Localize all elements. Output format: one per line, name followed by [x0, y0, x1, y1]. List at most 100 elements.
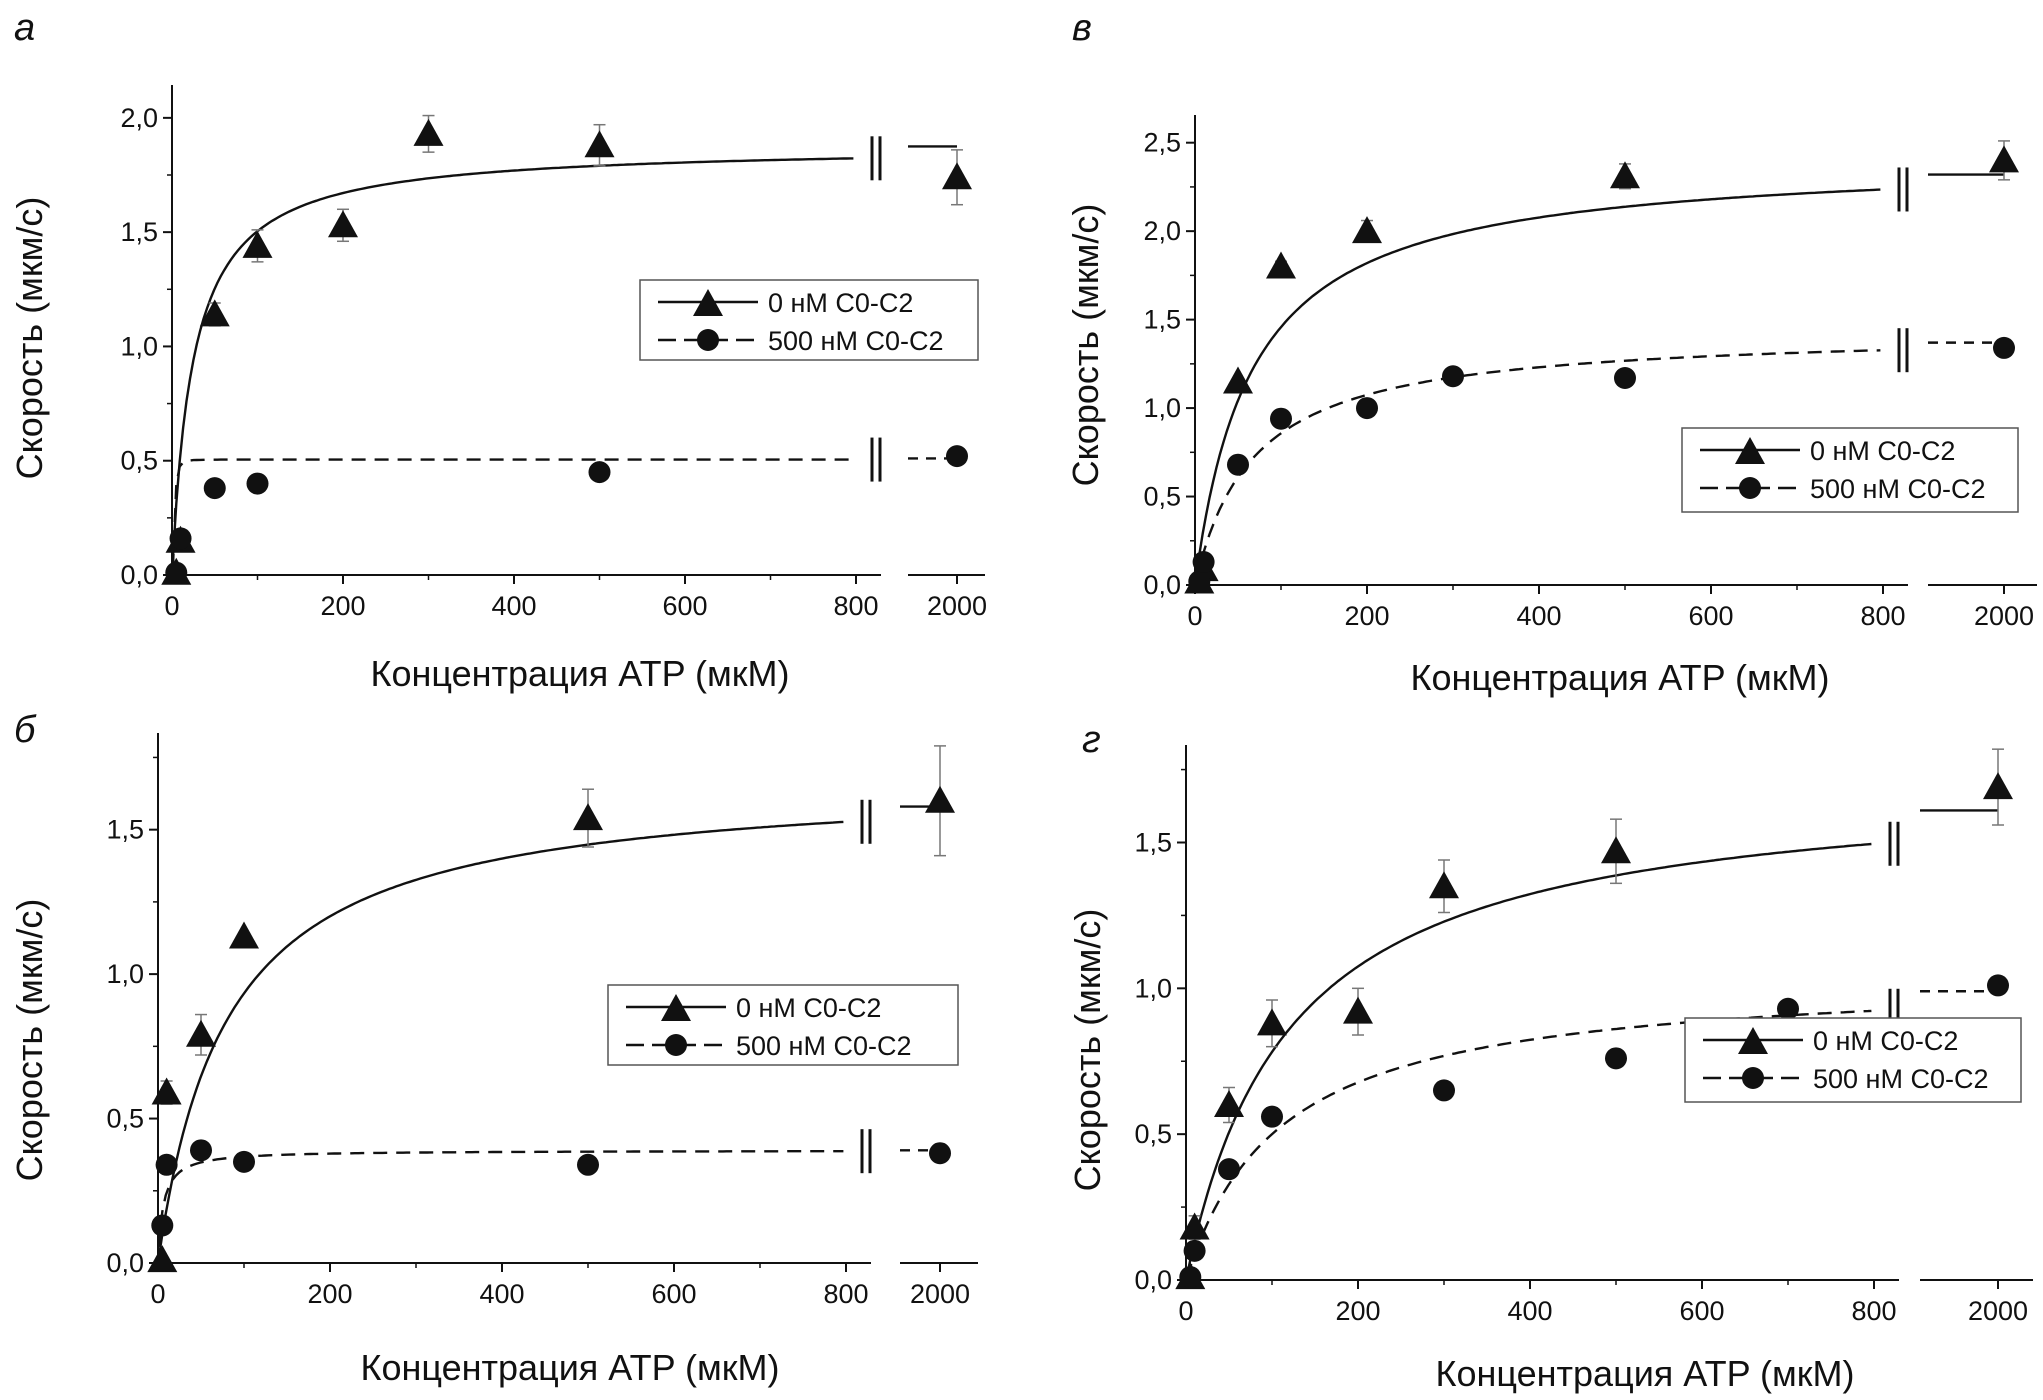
legend-item: 500 нМ C0-C2 — [626, 1031, 911, 1061]
triangle-marker — [925, 785, 955, 813]
fit-curve — [157, 1150, 844, 1248]
circle-marker — [1605, 1047, 1627, 1070]
circle-marker — [1261, 1105, 1283, 1128]
circle-marker — [1270, 407, 1292, 430]
triangle-marker — [199, 299, 230, 327]
y-tick-label: 1,0 — [106, 959, 144, 989]
fit-curve — [1194, 188, 1881, 579]
x-tick-label: 200 — [1344, 601, 1389, 631]
legend-label: 500 нМ C0-C2 — [736, 1031, 911, 1061]
panel-a: а Концентрация ATP (мкМ) Скорость (мкм/с… — [9, 7, 987, 694]
circle-marker — [190, 1139, 212, 1162]
circle-marker — [1777, 997, 1799, 1020]
legend-box — [1684, 1017, 2022, 1103]
triangle-marker — [1352, 216, 1382, 244]
panel-letter: г — [1082, 719, 1101, 761]
triangle-marker — [1738, 1027, 1768, 1054]
y-tick-label: 0,0 — [1143, 570, 1181, 600]
series-inhibited — [151, 1129, 951, 1248]
circle-marker — [165, 561, 188, 584]
x-axis-title: Концентрация ATP (мкМ) — [371, 653, 790, 694]
triangle-marker — [661, 994, 691, 1021]
triangle-marker — [1610, 161, 1640, 189]
circle-marker — [946, 445, 968, 468]
x-tick-label: 600 — [1688, 601, 1733, 631]
circle-marker — [1442, 365, 1464, 388]
panel-letter: б — [14, 709, 37, 751]
legend-item: 0 нМ C0-C2 — [626, 993, 881, 1023]
fit-curve — [171, 157, 854, 559]
legend: 0 нМ C0-C2 500 нМ C0-C2 — [639, 279, 979, 361]
triangle-marker — [242, 230, 273, 258]
x-tick-label: 2000 — [1974, 601, 2034, 631]
y-tick-label: 1,0 — [1134, 973, 1172, 1003]
triangle-marker — [147, 1245, 178, 1273]
y-tick-label: 0,0 — [120, 560, 158, 590]
circle-marker — [169, 527, 192, 550]
circle-marker — [929, 1142, 951, 1165]
x-tick-label: 800 — [823, 1279, 868, 1309]
legend: 0 нМ C0-C2 500 нМ C0-C2 — [1681, 427, 2019, 513]
series-control — [147, 745, 955, 1273]
triangle-marker — [1257, 1008, 1287, 1036]
y-axis-title: Скорость (мкм/с) — [9, 197, 50, 480]
fit-curve — [157, 820, 844, 1258]
triangle-marker — [1735, 437, 1765, 464]
y-tick-label: 0,0 — [106, 1248, 144, 1278]
triangle-marker — [1343, 996, 1373, 1024]
circle-marker — [1356, 397, 1378, 420]
legend-box — [639, 279, 979, 361]
triangle-marker — [1266, 251, 1296, 279]
x-tick-label: 800 — [1860, 601, 1905, 631]
x-tick-label: 2000 — [910, 1279, 970, 1309]
fit-curve — [1185, 1009, 1872, 1278]
circle-marker — [233, 1150, 255, 1173]
legend-label: 0 нМ C0-C2 — [768, 288, 913, 318]
y-axis-title: Скорость (мкм/с) — [1067, 909, 1108, 1192]
x-tick-label: 0 — [164, 591, 179, 621]
legend-box — [1681, 427, 2019, 513]
circle-marker — [1614, 367, 1636, 389]
triangle-marker — [186, 1019, 216, 1047]
circle-marker — [1179, 1266, 1202, 1289]
x-tick-label: 0 — [1187, 601, 1202, 631]
x-tick-label: 2000 — [927, 591, 987, 621]
fit-curve — [171, 458, 854, 569]
panel-v: в Концентрация ATP (мкМ) Скорость (мкм/с… — [1065, 7, 2037, 698]
circle-marker — [1742, 1067, 1764, 1089]
x-tick-label: 200 — [320, 591, 365, 621]
x-tick-label: 400 — [491, 591, 536, 621]
triangle-marker — [413, 118, 444, 146]
series-control — [161, 114, 972, 585]
triangle-marker — [328, 210, 358, 238]
triangle-marker — [1429, 871, 1459, 899]
y-tick-label: 1,0 — [120, 331, 158, 361]
circle-marker — [1218, 1158, 1240, 1181]
circle-marker — [1192, 551, 1215, 573]
y-tick-label: 2,0 — [1143, 216, 1181, 246]
y-tick-label: 2,5 — [1143, 128, 1181, 158]
circle-marker — [1987, 974, 2009, 997]
circle-marker — [577, 1153, 599, 1176]
legend-item: 500 нМ C0-C2 — [1703, 1064, 1988, 1094]
legend-item: 500 нМ C0-C2 — [1700, 474, 1985, 504]
circle-marker — [1227, 453, 1249, 476]
legend: 0 нМ C0-C2 500 нМ C0-C2 — [607, 984, 959, 1066]
x-tick-label: 600 — [1679, 1296, 1724, 1326]
x-axis-title: Концентрация ATP (мкМ) — [1436, 1353, 1855, 1394]
x-tick-label: 600 — [651, 1279, 696, 1309]
circle-marker — [1188, 570, 1211, 593]
x-tick-label: 800 — [1851, 1296, 1896, 1326]
panel-b: б Концентрация ATP (мкМ) Скорость (мкм/с… — [9, 709, 978, 1388]
circle-marker — [1739, 477, 1761, 499]
y-tick-label: 1,5 — [120, 217, 158, 247]
y-axis-title: Скорость (мкм/с) — [9, 899, 50, 1182]
legend-item: 0 нМ C0-C2 — [1703, 1026, 1958, 1056]
x-tick-label: 800 — [833, 591, 878, 621]
panel-g: г Концентрация ATP (мкМ) Скорость (мкм/с… — [1067, 719, 2033, 1394]
circle-marker — [246, 472, 269, 495]
circle-marker — [155, 1153, 178, 1176]
triangle-marker — [229, 921, 259, 949]
